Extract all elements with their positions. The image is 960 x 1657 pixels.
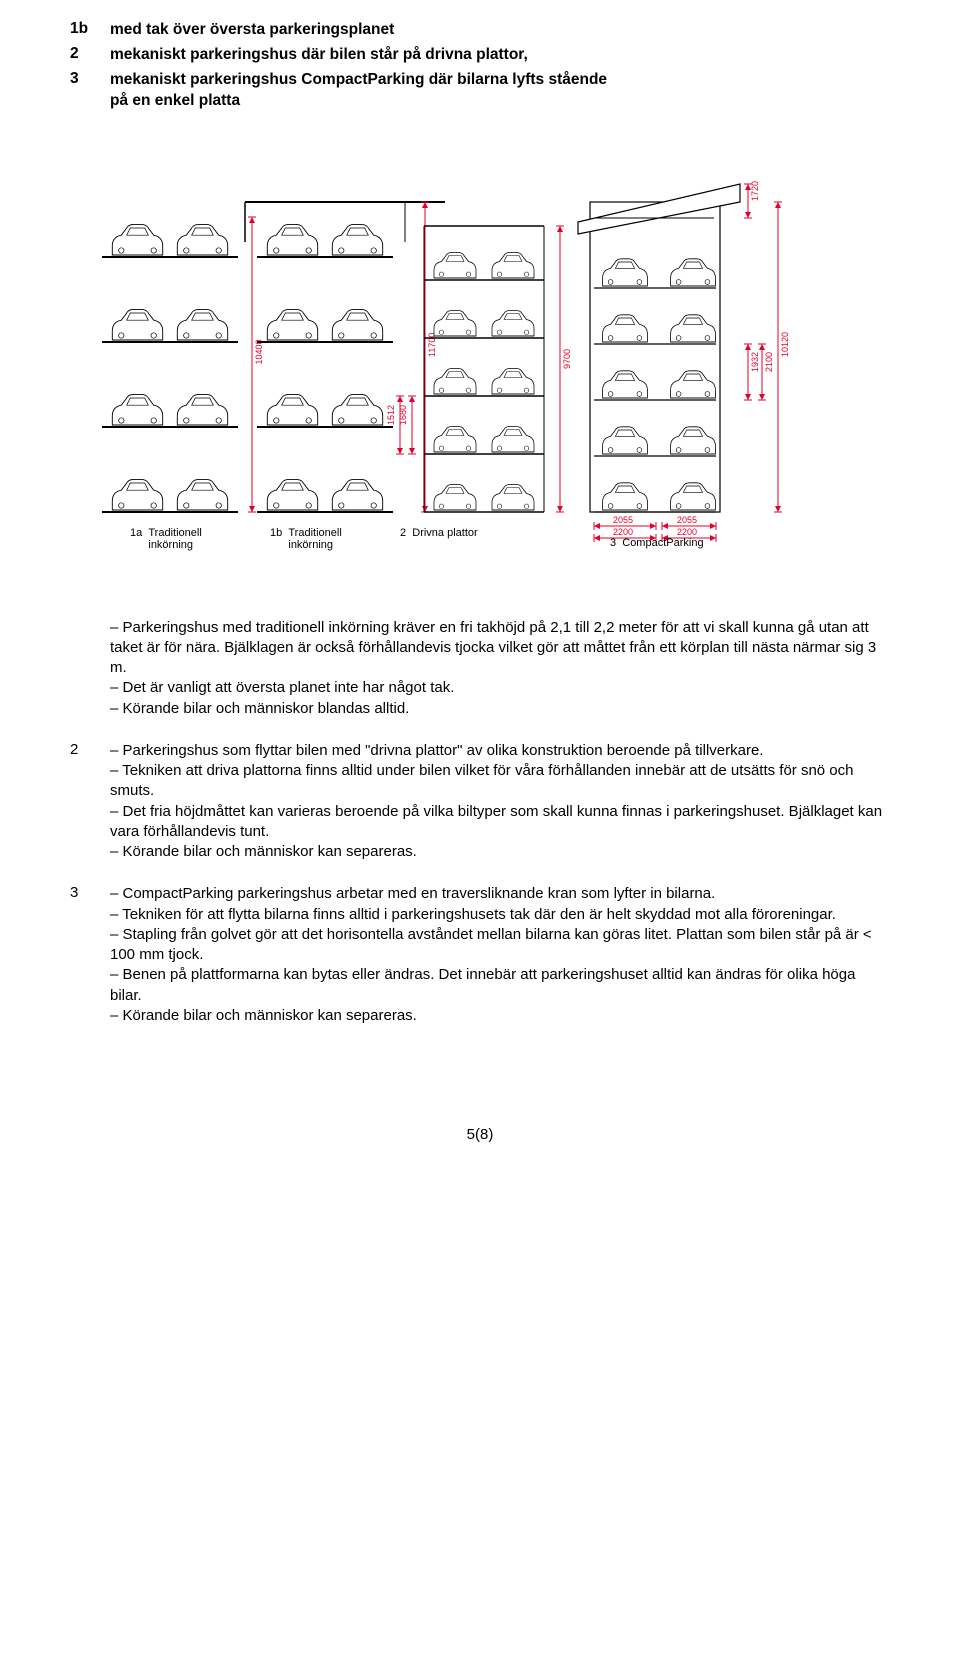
def-row: 3 mekaniskt parkeringshus CompactParking… xyxy=(70,70,890,112)
def-row: 1b med tak över översta parkeringsplanet xyxy=(70,20,890,41)
panel-n: 1a xyxy=(130,527,142,539)
panel-label-2: 2 Drivna plattor xyxy=(400,527,478,539)
panel-n: 2 xyxy=(400,527,406,539)
body-text: – Parkeringshus med traditionell inkörni… xyxy=(70,618,890,1027)
page-footer: 5(8) xyxy=(70,1126,890,1143)
section-body: – Parkeringshus med traditionell inkörni… xyxy=(110,618,890,719)
section-line: – Körande bilar och människor kan separe… xyxy=(110,1006,890,1026)
section-line: – Tekniken för att flytta bilarna finns … xyxy=(110,905,890,925)
def-number: 2 xyxy=(70,45,110,66)
definitions-list: 1b med tak över översta parkeringsplanet… xyxy=(70,20,890,112)
svg-text:10400: 10400 xyxy=(254,339,264,364)
svg-text:10120: 10120 xyxy=(780,332,790,357)
diagram: 1040011700970016801512101201720193221002… xyxy=(70,142,890,572)
section-line: – Tekniken att driva plattorna finns all… xyxy=(110,761,890,802)
section-body: – Parkeringshus som flyttar bilen med "d… xyxy=(110,741,890,863)
panel-t: Traditionell inkörning xyxy=(288,527,341,551)
svg-text:2200: 2200 xyxy=(613,527,633,537)
panel-n: 1b xyxy=(270,527,282,539)
def-text: mekaniskt parkeringshus där bilen står p… xyxy=(110,45,528,66)
svg-text:2100: 2100 xyxy=(764,352,774,372)
def-text: mekaniskt parkeringshus CompactParking d… xyxy=(110,70,607,112)
panel-label-1b: 1b Traditionell inkörning xyxy=(270,527,342,551)
panel-n: 3 xyxy=(610,537,616,549)
svg-text:2055: 2055 xyxy=(613,515,633,525)
panel-t: Traditionell inkörning xyxy=(148,527,201,551)
section-line: – Benen på plattformarna kan bytas eller… xyxy=(110,965,890,1006)
panel-t: Drivna plattor xyxy=(412,527,477,539)
section-line: – Det fria höjdmåttet kan varieras beroe… xyxy=(110,802,890,843)
def-number: 3 xyxy=(70,70,110,112)
section-number: 3 xyxy=(70,884,110,1026)
svg-text:9700: 9700 xyxy=(562,349,572,369)
svg-text:1512: 1512 xyxy=(386,405,396,425)
section-line: – Körande bilar och människor blandas al… xyxy=(110,699,890,719)
svg-text:1932: 1932 xyxy=(750,352,760,372)
section-line: – Parkeringshus med traditionell inkörni… xyxy=(110,618,890,679)
svg-text:2055: 2055 xyxy=(677,515,697,525)
section-number: 2 xyxy=(70,741,110,863)
svg-text:1720: 1720 xyxy=(750,181,760,201)
section-line: – Parkeringshus som flyttar bilen med "d… xyxy=(110,741,890,761)
panel-label-3: 3 CompactParking xyxy=(610,537,704,549)
panel-label-1a: 1a Traditionell inkörning xyxy=(130,527,202,551)
def-text: med tak över översta parkeringsplanet xyxy=(110,20,394,41)
section-number xyxy=(70,618,110,719)
svg-text:2200: 2200 xyxy=(677,527,697,537)
section-body: – CompactParking parkeringshus arbetar m… xyxy=(110,884,890,1026)
panel-t: CompactParking xyxy=(622,537,703,549)
section-3: 3 – CompactParking parkeringshus arbetar… xyxy=(70,884,890,1026)
section-line: – Körande bilar och människor kan separe… xyxy=(110,842,890,862)
def-row: 2 mekaniskt parkeringshus där bilen står… xyxy=(70,45,890,66)
section-line: – CompactParking parkeringshus arbetar m… xyxy=(110,884,890,904)
def-number: 1b xyxy=(70,20,110,41)
section-line: – Stapling från golvet gör att det horis… xyxy=(110,925,890,966)
section-1: – Parkeringshus med traditionell inkörni… xyxy=(70,618,890,719)
section-2: 2 – Parkeringshus som flyttar bilen med … xyxy=(70,741,890,863)
section-line: – Det är vanligt att översta planet inte… xyxy=(110,678,890,698)
